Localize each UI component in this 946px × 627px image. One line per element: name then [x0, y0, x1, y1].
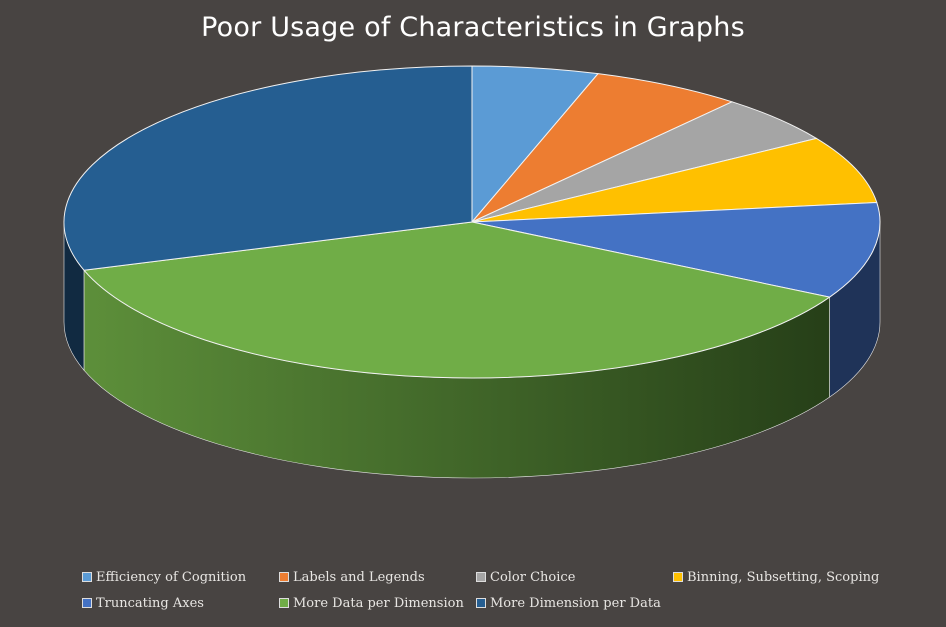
legend-item: More Data per Dimension [279, 593, 476, 613]
legend-item: More Dimension per Data [476, 593, 673, 613]
legend-swatch [82, 572, 92, 582]
legend-label: Truncating Axes [96, 595, 204, 611]
pie-slice-6 [63, 65, 473, 271]
legend-label: More Dimension per Data [490, 595, 661, 611]
pie-slice-1 [471, 73, 733, 223]
legend-swatch [673, 572, 683, 582]
legend-label: Labels and Legends [293, 569, 425, 585]
legend-swatch [82, 598, 92, 608]
legend-label: Color Choice [490, 569, 576, 585]
pie-slice-4 [471, 201, 881, 298]
pie-slice-3 [471, 137, 878, 223]
chart-title: Poor Usage of Characteristics in Graphs [201, 12, 745, 43]
legend-item: Color Choice [476, 567, 673, 587]
legend-item: Labels and Legends [279, 567, 476, 587]
legend: Efficiency of Cognition Labels and Legend… [82, 567, 942, 613]
legend-item: Truncating Axes [82, 593, 279, 613]
pie-tops [63, 65, 881, 379]
legend-swatch [279, 598, 289, 608]
legend-swatch [279, 572, 289, 582]
legend-swatch [476, 572, 486, 582]
legend-label: Binning, Subsetting, Scoping [687, 569, 880, 585]
legend-label: Efficiency of Cognition [96, 569, 247, 585]
pie-slice-5 [83, 221, 831, 379]
legend-label: More Data per Dimension [293, 595, 464, 611]
legend-item: Efficiency of Cognition [82, 567, 279, 587]
legend-item: Binning, Subsetting, Scoping [673, 567, 933, 587]
legend-swatch [476, 598, 486, 608]
